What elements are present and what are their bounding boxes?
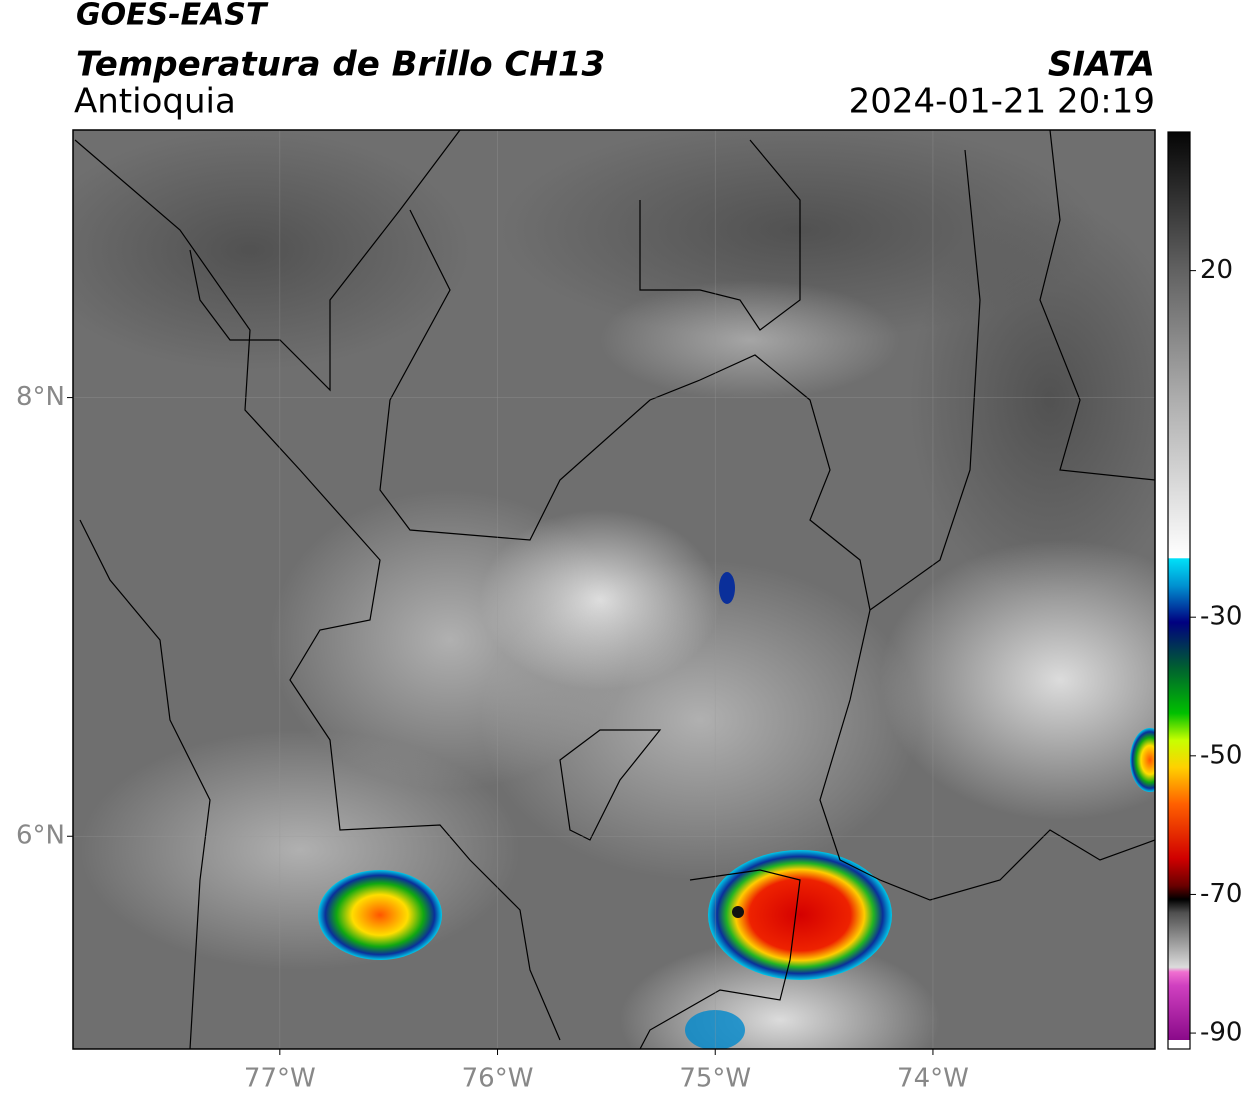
graticule [73, 130, 1155, 1049]
colorbar-frame [1167, 131, 1191, 1050]
x-tick-label: 76°W [462, 1064, 534, 1094]
timestamp: 2024-01-21 20:19 [849, 82, 1155, 122]
source: SIATA [1048, 45, 1155, 85]
title: GOES-EAST [76, 0, 269, 33]
region: Antioquia [74, 82, 236, 122]
colorbar-tick-label: -70 [1200, 879, 1242, 909]
colorbar-tick-label: -90 [1200, 1018, 1242, 1048]
x-tick-label: 74°W [897, 1064, 969, 1094]
colorbar-tick-label: -30 [1200, 602, 1242, 632]
y-tick-label: 6°N [16, 821, 65, 851]
subtitle: Temperatura de Brillo CH13 [76, 45, 605, 85]
colorbar [1168, 132, 1190, 1040]
x-tick-label: 77°W [244, 1064, 316, 1094]
colorbar-tick-label: 20 [1200, 255, 1233, 285]
map-frame [72, 129, 1156, 1050]
y-tick-label: 8°N [16, 382, 65, 412]
satellite-image [73, 130, 1155, 1049]
colorbar-under [1168, 1040, 1190, 1049]
colorbar-tick-label: -50 [1200, 740, 1242, 770]
x-tick-label: 75°W [679, 1064, 751, 1094]
